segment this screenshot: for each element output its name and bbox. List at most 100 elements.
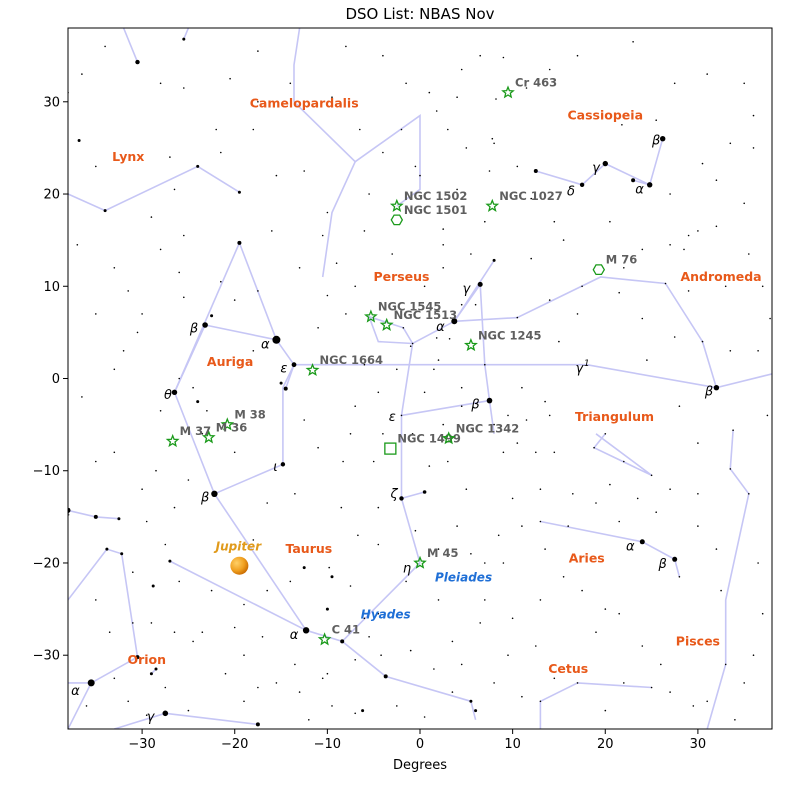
star-point: [456, 188, 458, 191]
star-point: [433, 668, 435, 670]
constellation-line: [68, 548, 139, 729]
star-point: [317, 327, 319, 329]
star-point: [451, 640, 454, 643]
star-point: [95, 313, 97, 315]
star-point: [326, 672, 329, 675]
star-point: [486, 397, 493, 404]
star-point: [220, 280, 222, 283]
star-point: [77, 139, 81, 142]
star-point: [104, 45, 106, 48]
star-label: β: [470, 397, 479, 412]
constellation-line: [293, 28, 301, 102]
star-point: [159, 410, 162, 412]
star-point: [641, 248, 644, 251]
dso-marker: [389, 198, 404, 212]
constellation-label: Triangulum: [575, 409, 654, 424]
star-point: [326, 211, 329, 214]
dso-label: C 41: [332, 623, 360, 637]
star-point: [279, 381, 283, 385]
star-point: [271, 230, 273, 232]
constellation-line: [453, 259, 495, 322]
star-point: [321, 234, 324, 237]
star-point: [493, 142, 495, 145]
star-point: [460, 405, 463, 408]
star-point: [321, 677, 324, 680]
constellation-line: [401, 491, 425, 500]
dso-marker: [384, 442, 397, 455]
star-point: [521, 695, 523, 698]
star-point: [618, 291, 620, 294]
star-point: [669, 691, 671, 693]
star-point: [405, 580, 407, 583]
star-point: [729, 142, 732, 145]
constellation-line: [294, 363, 717, 389]
star-point: [149, 672, 153, 676]
star-point: [664, 282, 667, 285]
star-point: [340, 506, 343, 509]
star-point: [623, 267, 625, 269]
star-point: [361, 709, 365, 713]
star-point: [405, 82, 407, 85]
star-point: [380, 654, 382, 656]
star-point: [419, 174, 421, 177]
plot-area: Camelopardalis Cassiopeia Lynx Perseus Andro…: [61, 28, 772, 729]
star-point: [192, 386, 194, 389]
star-point: [484, 363, 486, 366]
star-label: β: [200, 490, 209, 505]
planet-marker: [230, 556, 249, 575]
star-point: [701, 162, 704, 165]
star-point: [261, 636, 264, 638]
star-point: [178, 377, 180, 380]
star-point: [182, 37, 186, 41]
star-label: β: [704, 384, 713, 399]
star-point: [298, 691, 301, 693]
constellation-line: [114, 712, 166, 729]
star-point: [465, 488, 468, 491]
star-point: [539, 599, 542, 601]
star-point: [229, 77, 231, 80]
star-point: [535, 645, 537, 647]
x-tick-label: 0: [416, 737, 424, 752]
star-point: [437, 359, 440, 361]
star-point: [548, 414, 551, 417]
star-point: [595, 502, 597, 504]
star-point: [326, 294, 329, 297]
star-point: [294, 663, 296, 666]
star-point: [354, 712, 357, 715]
stars-layer: [68, 37, 771, 727]
star-label: μ: [61, 504, 70, 519]
star-point: [135, 655, 140, 660]
y-tick-label: 20: [43, 188, 60, 203]
constellation-label: Taurus: [285, 541, 332, 556]
star-label: β: [189, 322, 198, 337]
star-point: [150, 216, 153, 218]
star-point: [252, 128, 255, 131]
star-point: [748, 493, 750, 495]
star-point: [484, 220, 486, 223]
star-point: [479, 54, 482, 57]
star-point: [237, 240, 242, 245]
star-point: [150, 622, 153, 624]
star-point: [302, 627, 310, 634]
star-point: [283, 386, 288, 391]
star-point: [289, 82, 292, 85]
star-point: [357, 534, 359, 537]
star-point: [521, 386, 523, 389]
star-point: [497, 534, 500, 537]
star-point: [433, 368, 435, 371]
star-point: [639, 539, 645, 545]
star-point: [141, 488, 143, 491]
star-point: [647, 182, 653, 188]
star-point: [687, 290, 690, 292]
labels-layer: Camelopardalis Cassiopeia Lynx Perseus Andro…: [61, 96, 762, 725]
star-point: [553, 220, 556, 223]
star-label: α: [436, 320, 445, 335]
star-point: [252, 539, 255, 541]
star-point: [460, 68, 463, 71]
star-point: [275, 682, 278, 684]
star-point: [117, 517, 121, 521]
star-point: [442, 244, 445, 246]
star-point: [349, 433, 352, 435]
star-point: [525, 419, 528, 421]
star-point: [132, 571, 134, 573]
